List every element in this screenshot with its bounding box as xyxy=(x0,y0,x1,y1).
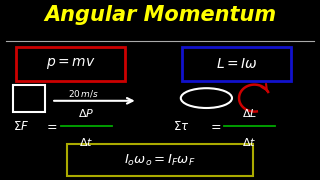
Bar xyxy=(13,85,45,112)
Text: $=$: $=$ xyxy=(44,120,58,132)
Text: $L = I\omega$: $L = I\omega$ xyxy=(216,57,258,71)
Text: $\Delta t$: $\Delta t$ xyxy=(79,136,93,148)
Text: $=$: $=$ xyxy=(208,120,221,132)
Text: $\Sigma\tau$: $\Sigma\tau$ xyxy=(173,120,189,132)
Text: $\Sigma F$: $\Sigma F$ xyxy=(13,120,29,132)
Text: Angular Momentum: Angular Momentum xyxy=(44,5,276,25)
Text: $\Delta L$: $\Delta L$ xyxy=(242,107,257,119)
Text: $\Delta t$: $\Delta t$ xyxy=(243,136,257,148)
Text: $p = mv$: $p = mv$ xyxy=(45,56,95,71)
Text: $20\,m/s$: $20\,m/s$ xyxy=(68,88,99,99)
Text: $\Delta P$: $\Delta P$ xyxy=(78,107,94,119)
Text: $I_o\omega_o = I_F\omega_F$: $I_o\omega_o = I_F\omega_F$ xyxy=(124,153,196,168)
